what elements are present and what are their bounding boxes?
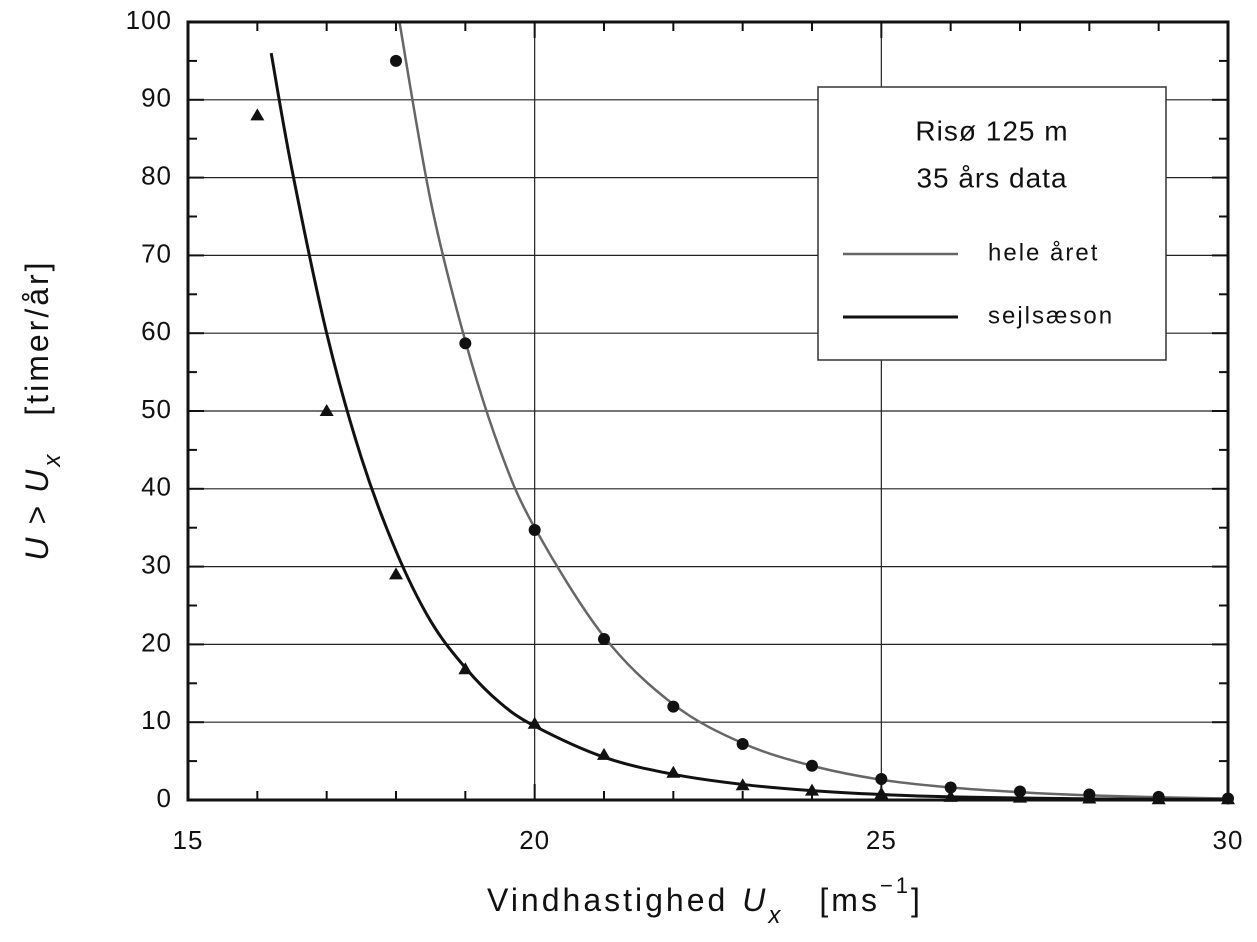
legend-label: hele året: [988, 239, 1099, 266]
y-tick-label: 70: [141, 238, 172, 268]
y-tick-label: 80: [141, 160, 172, 190]
data-point: [528, 524, 541, 537]
data-point: [944, 781, 957, 794]
y-tick-label: 100: [126, 5, 172, 35]
data-point: [666, 765, 681, 778]
legend-items: hele året sejlsæson: [843, 239, 1114, 329]
fit-line: [398, 21, 1229, 800]
legend-box: [817, 86, 1167, 361]
x-label-unit-close: ]: [911, 882, 923, 918]
x-label-symbol: U: [742, 882, 768, 918]
y-tick-label: 30: [141, 549, 172, 579]
y-label-op: >: [19, 503, 55, 525]
data-point: [736, 737, 749, 750]
data-point: [390, 54, 402, 67]
y-tick-label: 60: [141, 316, 172, 346]
data-point: [319, 404, 334, 416]
y-label-unit: [timer/år]: [19, 259, 55, 415]
data-point: [735, 778, 750, 791]
y-label-symbol: U: [19, 467, 55, 493]
y-tick-label: 50: [141, 394, 172, 424]
y-axis-label: U > Ux [timer/år]: [19, 259, 66, 560]
data-point: [250, 108, 265, 121]
data-point: [875, 772, 888, 785]
x-label-sub: x: [767, 902, 783, 929]
data-point: [459, 337, 472, 350]
data-point: [806, 759, 818, 772]
x-tick-label: 15: [173, 825, 204, 855]
y-label-sub: x: [39, 452, 66, 468]
data-point: [667, 700, 680, 713]
x-label-unit: [ms: [819, 882, 880, 918]
legend-title: Risø 125 m: [915, 115, 1068, 146]
y-tick-label: 0: [157, 783, 172, 813]
data-point: [874, 786, 889, 799]
x-axis-label: Vindhastighed Ux [ms−1]: [487, 873, 923, 930]
x-label-text: Vindhastighed: [487, 882, 728, 918]
y-tick-label: 20: [141, 627, 172, 657]
y-tick-label: 40: [141, 472, 172, 502]
y-label-symbol: U: [19, 534, 55, 560]
legend-title: 35 års data: [916, 162, 1067, 193]
data-point: [389, 567, 403, 580]
data-point: [458, 662, 473, 675]
x-tick-label: 25: [866, 825, 897, 855]
data-point: [597, 747, 611, 760]
x-label-sup: −1: [880, 873, 911, 898]
data-point: [805, 783, 819, 796]
y-tick-label: 90: [141, 83, 172, 113]
plot-frame: [186, 20, 1230, 802]
y-tick-label: 10: [141, 705, 172, 735]
data-point: [598, 632, 610, 645]
x-tick-label: 20: [519, 825, 550, 855]
legend-label: sejlsæson: [988, 302, 1114, 329]
x-tick-label: 30: [1213, 825, 1244, 855]
data-point: [527, 716, 542, 729]
legend: Risø 125 m 35 års data hele året sejlsæso…: [817, 86, 1167, 361]
